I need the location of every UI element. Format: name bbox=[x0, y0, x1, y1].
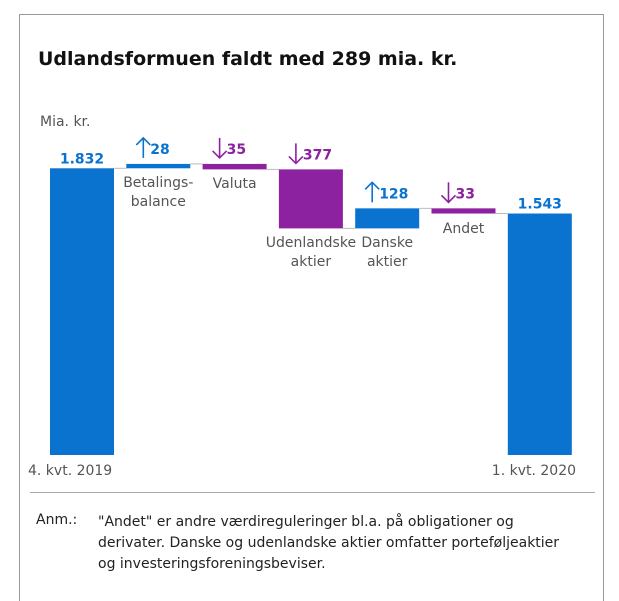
x-tick-label: Danske aktier bbox=[361, 235, 414, 271]
value-label: 35 bbox=[227, 142, 246, 158]
x-tick-label: Andet bbox=[442, 220, 485, 237]
value-label: 1.832 bbox=[60, 151, 104, 167]
bar bbox=[278, 169, 343, 229]
value-label: 1.543 bbox=[518, 197, 562, 213]
chart-title: Udlandsformuen faldt med 289 mia. kr. bbox=[38, 48, 458, 70]
bar bbox=[507, 213, 572, 455]
value-label: 377 bbox=[303, 147, 332, 163]
frame bbox=[19, 14, 604, 601]
x-tick-label: Udenlandske aktier bbox=[265, 235, 357, 271]
bar bbox=[202, 163, 267, 170]
value-label: 128 bbox=[379, 186, 408, 202]
value-label: 33 bbox=[456, 186, 475, 202]
y-axis-label: Mia. kr. bbox=[40, 114, 91, 130]
x-tick-label: Betalings- balance bbox=[123, 175, 194, 211]
arrow-head bbox=[135, 136, 151, 146]
bar bbox=[431, 208, 496, 214]
note-label: Anm.: bbox=[36, 512, 78, 528]
x-tick-label: Valuta bbox=[212, 176, 257, 193]
arrow-head bbox=[288, 155, 304, 165]
value-label: 28 bbox=[150, 142, 169, 158]
arrow-head bbox=[440, 194, 457, 204]
note-text: "Andet" er andre værdireguleringer bl.a.… bbox=[98, 514, 560, 572]
arrow-head bbox=[212, 150, 228, 160]
bar bbox=[50, 168, 114, 456]
x-tick-label: 1. kvt. 2020 bbox=[491, 463, 577, 479]
x-tick-label: 4. kvt. 2019 bbox=[28, 463, 113, 479]
arrow-head bbox=[364, 181, 380, 190]
bar bbox=[126, 163, 191, 169]
bar bbox=[355, 208, 420, 229]
